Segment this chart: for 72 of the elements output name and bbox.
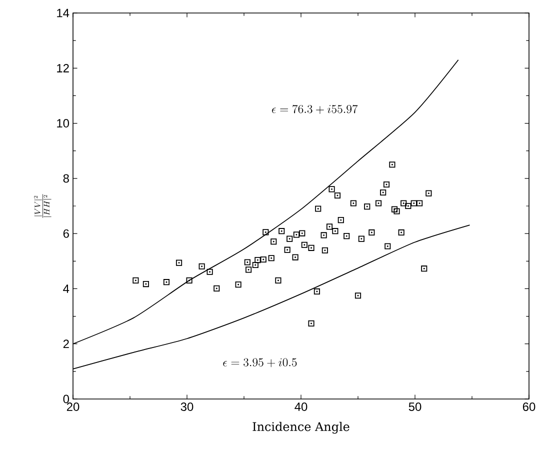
point (334, 192, 341, 199)
point (332, 228, 338, 234)
point (315, 206, 322, 212)
point (322, 247, 328, 254)
point (260, 256, 266, 263)
point (391, 206, 398, 212)
y-axis-title: $\frac{|VV|^2}{|HH|^2}$ (34, 194, 52, 218)
x-tick-label: 20 (66, 402, 80, 411)
point (198, 263, 205, 270)
point (421, 266, 428, 272)
point (163, 279, 170, 286)
point (383, 181, 390, 188)
point (416, 200, 423, 206)
annotation: $\epsilon = 76.3 + i55.97$ (272, 104, 358, 114)
point (186, 277, 192, 284)
y-tick-label: 14 (57, 8, 70, 18)
x-tick-label: 60 (522, 402, 536, 411)
point (301, 242, 308, 248)
y-tick-label: 4 (63, 284, 70, 293)
point (252, 262, 258, 268)
point (206, 268, 213, 275)
point (286, 236, 293, 242)
point (270, 238, 277, 245)
point (358, 236, 364, 242)
point (284, 246, 290, 253)
y-tick-label: 12 (57, 64, 69, 72)
point (364, 204, 370, 210)
annotation: $\epsilon = 3.95 + i0.5$ (223, 358, 297, 368)
point (299, 230, 306, 236)
point (426, 190, 432, 196)
point (405, 202, 412, 210)
point (275, 277, 282, 284)
y-tick-label: 6 (63, 229, 69, 238)
point (328, 186, 335, 192)
point (214, 285, 220, 292)
point (350, 200, 356, 206)
x-tick-label: 40 (294, 402, 308, 411)
y-tick-label: 10 (57, 119, 70, 128)
point (338, 217, 344, 224)
y-tick-label: 8 (63, 174, 69, 183)
point (375, 200, 382, 206)
point (384, 243, 391, 250)
point (344, 233, 350, 240)
point (278, 228, 285, 234)
point (398, 229, 404, 236)
point (326, 224, 333, 230)
point (268, 255, 274, 262)
point (254, 257, 261, 264)
point (262, 229, 269, 236)
point (380, 189, 386, 196)
point (235, 282, 242, 288)
point (176, 260, 182, 266)
point (314, 288, 320, 295)
point (389, 162, 396, 168)
point (292, 254, 298, 260)
x-axis-title: Incidence Angle (252, 422, 350, 434)
point (142, 280, 149, 288)
point (368, 229, 375, 236)
point (308, 244, 314, 251)
y-tick-label: 0 (63, 394, 70, 404)
point (246, 266, 252, 273)
point (293, 232, 300, 238)
point (244, 259, 250, 266)
point (354, 292, 362, 299)
point (132, 277, 139, 284)
point (400, 200, 407, 206)
y-tick-label: 2 (63, 340, 69, 348)
point (320, 232, 327, 238)
x-tick-label: 30 (180, 402, 194, 411)
point (308, 320, 314, 326)
point (410, 200, 417, 206)
x-tick-label: 50 (408, 402, 422, 411)
